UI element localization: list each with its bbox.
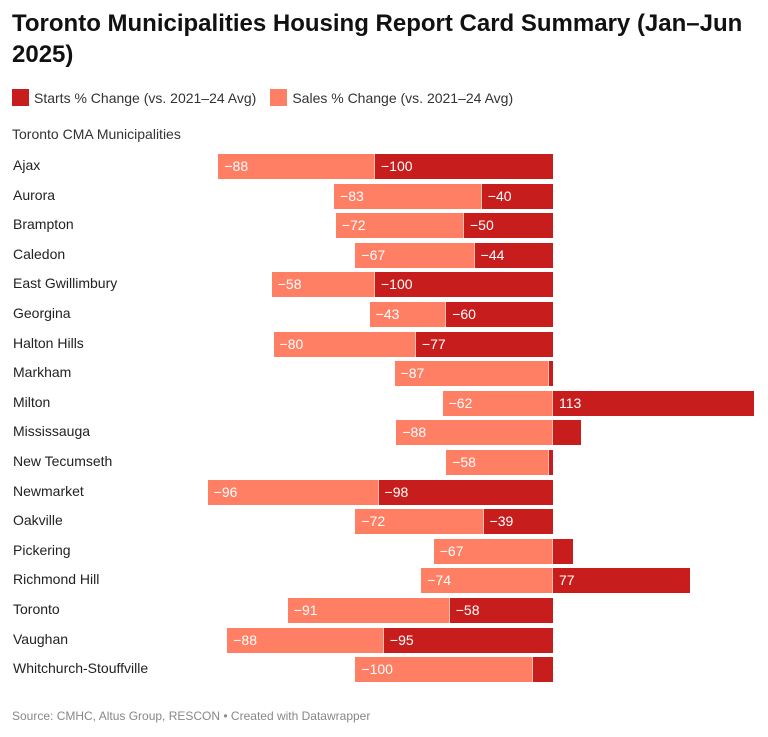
data-label-starts: −50 <box>470 217 494 234</box>
data-label-starts: −100 <box>381 276 413 293</box>
bar-sales <box>394 361 550 387</box>
data-label-starts: −77 <box>421 335 446 352</box>
bar-sales <box>442 390 553 416</box>
bar-starts <box>549 450 553 475</box>
legend-swatch-starts <box>12 89 29 106</box>
bar-sales <box>273 331 416 357</box>
bar-starts <box>553 390 755 416</box>
bar-starts <box>375 272 553 298</box>
bar-starts <box>549 361 553 387</box>
category-label: Caledon <box>13 245 66 262</box>
data-label-sales: −67 <box>361 246 386 263</box>
data-label-starts: −40 <box>487 187 512 204</box>
data-label-sales: −87 <box>400 365 425 382</box>
category-label: Newmarket <box>13 482 84 499</box>
category-label: Ajax <box>13 157 41 173</box>
chart-title: Toronto Municipalities Housing Report Ca… <box>12 10 743 68</box>
category-label: East Gwillimbury <box>13 275 118 292</box>
data-label-sales: −67 <box>439 542 464 559</box>
legend-swatch-sales <box>270 89 288 106</box>
data-label-starts: 113 <box>559 394 582 411</box>
category-label: Halton Hills <box>13 334 84 351</box>
legend-item-sales: Sales % Change (vs. 2021–24 Avg) <box>270 89 513 106</box>
bar-starts <box>383 627 553 653</box>
category-label: New Tecumseth <box>13 453 113 469</box>
bar-starts <box>474 242 553 268</box>
category-label: Brampton <box>13 216 74 233</box>
data-label-sales: −43 <box>375 306 400 322</box>
bar-sales <box>433 538 553 564</box>
category-label: Milton <box>13 393 51 410</box>
bar-sales <box>369 302 447 327</box>
data-label-sales: −58 <box>277 276 302 293</box>
data-label-sales: −72 <box>341 217 366 234</box>
data-label-starts: −58 <box>455 602 480 618</box>
legend: Starts % Change (vs. 2021–24 Avg) Sales … <box>12 89 513 106</box>
column-header: Toronto CMA Municipalities <box>12 126 181 142</box>
category-label: Vaughan <box>13 630 69 647</box>
bar-sales <box>355 242 475 268</box>
bar-starts <box>375 154 553 179</box>
bar-starts <box>553 538 573 564</box>
data-label-sales: −100 <box>361 661 393 678</box>
data-label-starts: −100 <box>381 158 413 174</box>
data-label-sales: −88 <box>402 424 427 441</box>
bar-starts <box>449 598 553 623</box>
source-note: Source: CMHC, Altus Group, RESCON • Crea… <box>12 709 371 723</box>
bar-sales <box>334 183 482 209</box>
bar-starts <box>464 213 553 239</box>
legend-label-sales: Sales % Change (vs. 2021–24 Avg) <box>292 89 514 106</box>
bar-starts <box>481 183 553 209</box>
bar-sales <box>446 450 550 475</box>
data-label-sales: −74 <box>427 572 452 589</box>
data-label-sales: −72 <box>361 513 386 530</box>
data-label-starts: −98 <box>384 483 409 500</box>
bar-sales <box>355 657 534 683</box>
bar-starts <box>533 657 553 683</box>
category-label: Georgina <box>13 305 71 321</box>
bar-starts <box>553 420 582 446</box>
data-label-sales: −88 <box>233 631 257 648</box>
data-label-starts: −60 <box>452 306 476 322</box>
bar-sales <box>396 420 553 446</box>
data-label-starts: −39 <box>489 513 514 530</box>
category-label: Aurora <box>13 186 56 203</box>
category-label: Richmond Hill <box>13 571 100 588</box>
data-label-starts: −95 <box>389 631 414 648</box>
bar-starts <box>483 509 553 535</box>
data-label-sales: −88 <box>224 158 249 174</box>
bar-sales <box>355 509 484 535</box>
category-label: Markham <box>13 364 72 381</box>
data-label-sales: −96 <box>213 483 238 500</box>
bar-starts <box>378 479 553 505</box>
data-label-sales: −91 <box>293 602 318 618</box>
bar-sales <box>207 479 379 505</box>
bar-starts <box>553 568 691 594</box>
category-label: Mississauga <box>13 423 91 440</box>
bar-sales <box>335 213 464 239</box>
category-label: Toronto <box>13 601 60 617</box>
bar-sales <box>227 627 384 653</box>
data-label-sales: −58 <box>452 454 476 470</box>
data-label-starts: 77 <box>559 572 575 589</box>
data-label-sales: −80 <box>279 335 304 352</box>
bar-starts <box>415 331 553 357</box>
category-label: Whitchurch-Stouffville <box>13 660 149 677</box>
bar-sales <box>287 598 450 623</box>
data-label-starts: −44 <box>480 246 505 263</box>
bar-sales <box>271 272 375 298</box>
legend-label-starts: Starts % Change (vs. 2021–24 Avg) <box>34 89 257 106</box>
category-label: Oakville <box>13 512 63 529</box>
category-label: Pickering <box>13 541 71 558</box>
bar-sales <box>421 568 553 594</box>
data-label-sales: −62 <box>448 394 473 411</box>
bar-starts <box>446 302 553 327</box>
data-label-sales: −83 <box>340 187 364 204</box>
bar-sales <box>218 154 375 179</box>
legend-item-starts: Starts % Change (vs. 2021–24 Avg) <box>12 89 256 106</box>
